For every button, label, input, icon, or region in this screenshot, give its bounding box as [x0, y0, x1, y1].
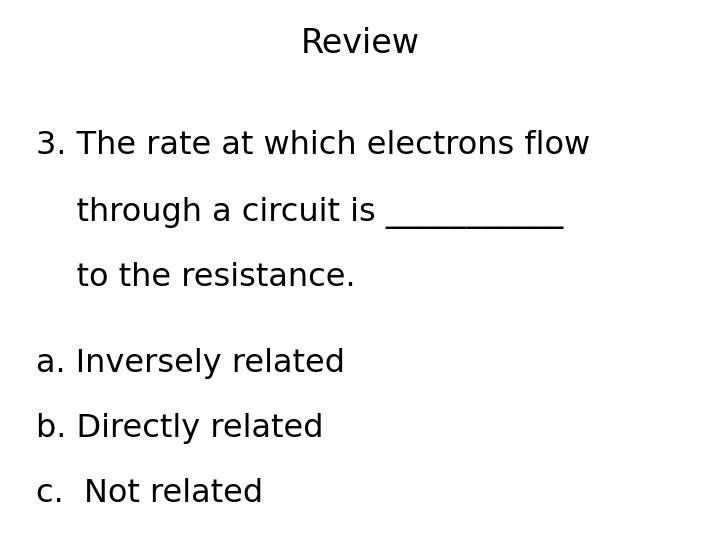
- Text: b. Directly related: b. Directly related: [36, 413, 323, 444]
- Text: through a circuit is ___________: through a circuit is ___________: [36, 197, 563, 229]
- Text: to the resistance.: to the resistance.: [36, 262, 356, 293]
- Text: c.  Not related: c. Not related: [36, 478, 263, 509]
- Text: 3. The rate at which electrons flow: 3. The rate at which electrons flow: [36, 130, 590, 160]
- Text: a. Inversely related: a. Inversely related: [36, 348, 345, 379]
- Text: Review: Review: [300, 27, 420, 60]
